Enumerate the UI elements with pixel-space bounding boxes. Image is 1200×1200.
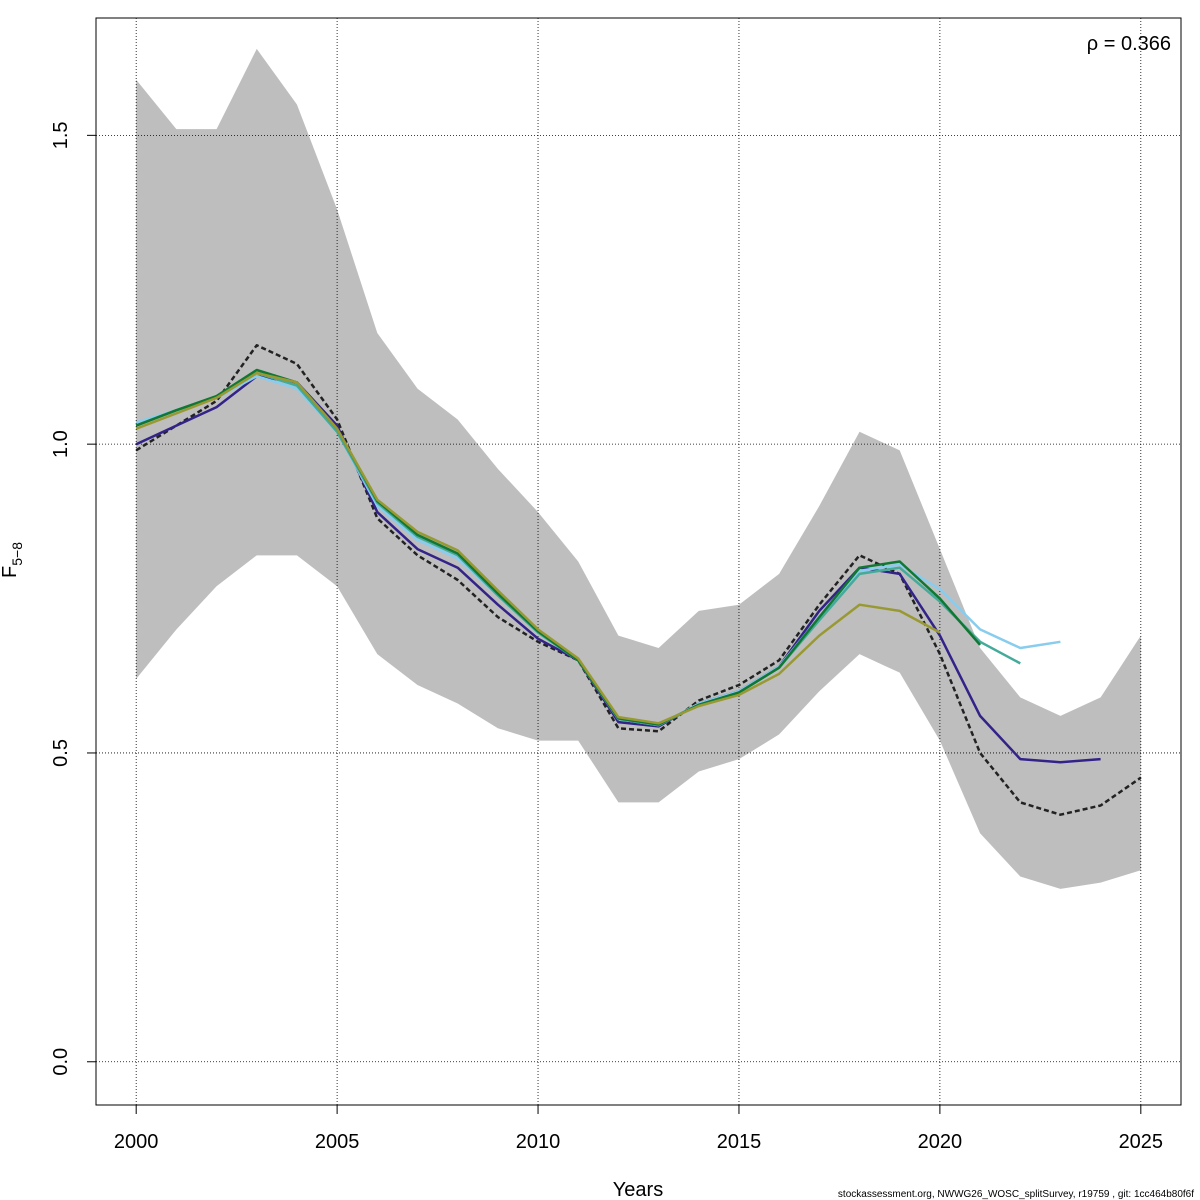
x-tick-label: 2020 bbox=[918, 1131, 963, 1153]
x-tick-label: 2010 bbox=[516, 1131, 561, 1153]
y-tick-label: 1.0 bbox=[50, 430, 72, 458]
series-lines bbox=[135, 344, 1142, 816]
x-tick-label: 2000 bbox=[114, 1131, 159, 1153]
y-tick-label: 1.5 bbox=[50, 121, 72, 149]
x-tick-label: 2005 bbox=[315, 1131, 360, 1153]
x-axis-title: Years bbox=[613, 1179, 663, 1200]
gridlines bbox=[96, 18, 1181, 1105]
series-line-6 bbox=[135, 371, 941, 725]
series-line-1 bbox=[135, 344, 1142, 816]
y-axis-title: F5−8 bbox=[0, 542, 25, 578]
x-tick-label: 2015 bbox=[717, 1131, 762, 1153]
x-axis-ticks: 2000 2005 2010 2015 2020 2025 bbox=[114, 1105, 1163, 1153]
svg-text:F5−8: F5−8 bbox=[0, 542, 25, 578]
y-axis-title-main: F bbox=[0, 566, 21, 578]
y-axis-ticks: 0.0 0.5 1.0 1.5 bbox=[50, 121, 96, 1076]
series-line-5 bbox=[135, 368, 982, 726]
plot-frame bbox=[95, 17, 1182, 1106]
y-tick-label: 0.5 bbox=[50, 739, 72, 767]
confidence-band bbox=[136, 48, 1141, 889]
y-axis-title-subscript: 5−8 bbox=[9, 542, 25, 566]
footer-source: stockassessment.org, NWWG26_WOSC_splitSu… bbox=[838, 1189, 1194, 1200]
confidence-band-layer bbox=[136, 48, 1141, 889]
x-tick-label: 2025 bbox=[1119, 1131, 1164, 1153]
y-tick-label: 0.0 bbox=[50, 1048, 72, 1076]
rho-annotation: ρ = 0.366 bbox=[1087, 33, 1171, 55]
